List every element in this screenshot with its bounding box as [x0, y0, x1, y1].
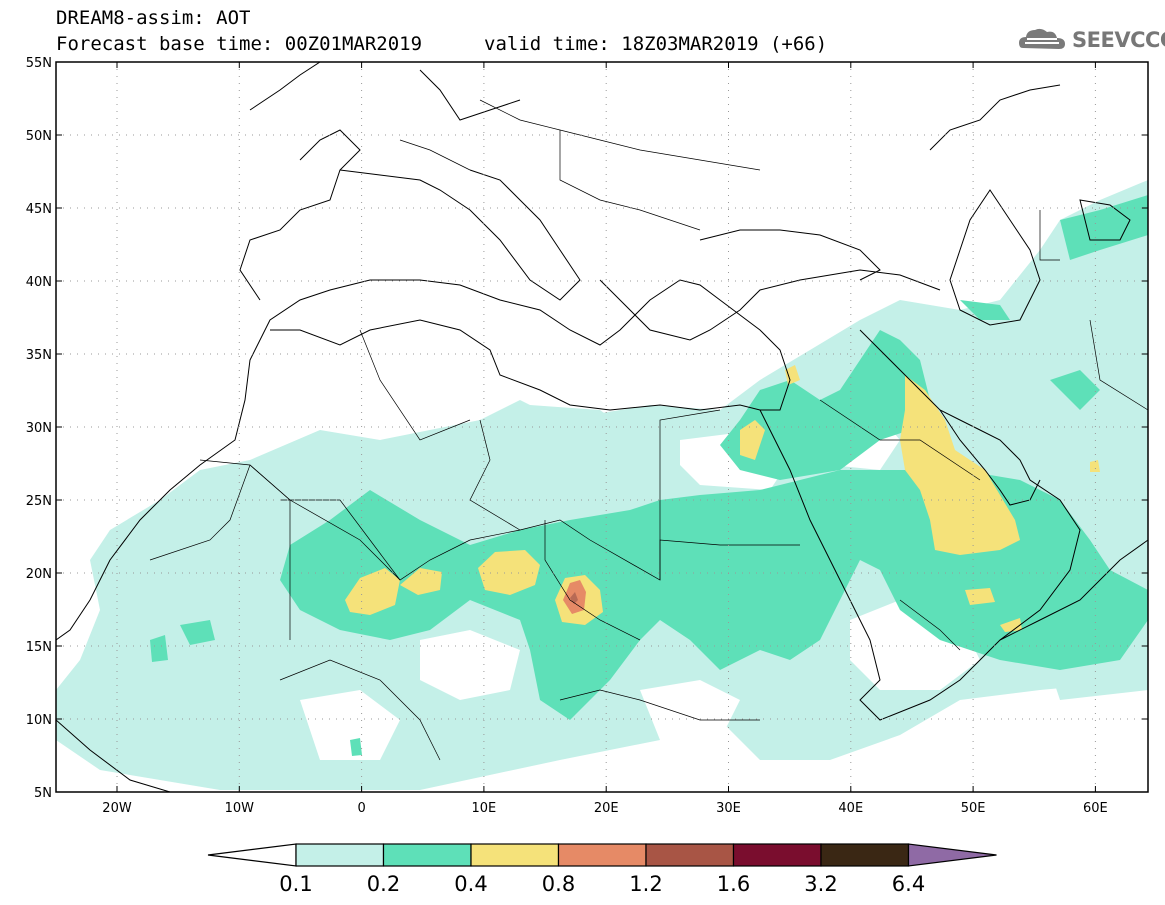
- colorbar-swatch: [645, 843, 735, 867]
- aot-fields: [56, 62, 1148, 792]
- aot-level-0.2: [150, 195, 1148, 756]
- latitude-label: 25N: [26, 494, 52, 509]
- colorbar-swatch: [820, 843, 910, 867]
- latitude-label: 40N: [26, 275, 52, 290]
- longitude-label: 20W: [102, 801, 132, 816]
- latitude-label: 5N: [34, 786, 52, 801]
- latitude-label: 45N: [26, 202, 52, 217]
- colorbar-label: 0.1: [279, 872, 312, 896]
- colorbar-over-arrow: [907, 843, 997, 867]
- longitude-label: 0: [357, 801, 365, 816]
- colorbar-swatch: [732, 843, 822, 867]
- colorbar-label: 1.6: [717, 872, 750, 896]
- colorbar: [207, 843, 997, 867]
- coastlines: [56, 62, 1148, 792]
- longitude-label: 20E: [594, 801, 619, 816]
- longitude-label: 50E: [961, 801, 986, 816]
- colorbar-swatch: [557, 843, 647, 867]
- colorbar-label: 3.2: [804, 872, 837, 896]
- colorbar-under-arrow: [207, 843, 297, 867]
- latitude-label: 10N: [26, 713, 52, 728]
- latitude-label: 55N: [26, 56, 52, 71]
- latitude-labels: 55N 50N 45N 40N 35N 30N 25N 20N 15N 10N 5N: [26, 56, 52, 801]
- graticule: [56, 62, 1148, 792]
- latitude-label: 20N: [26, 567, 52, 582]
- longitude-label: 10E: [472, 801, 497, 816]
- longitude-label: 40E: [838, 801, 863, 816]
- colorbar-label: 1.2: [629, 872, 662, 896]
- colorbar-label: 6.4: [892, 872, 925, 896]
- map-title: DREAM8-assim: AOT: [56, 7, 251, 29]
- colorbar-swatch: [470, 843, 560, 867]
- axis-ticks: [56, 61, 1148, 793]
- colorbar-label: 0.2: [367, 872, 400, 896]
- latitude-label: 15N: [26, 640, 52, 655]
- colorbar-labels: 0.1 0.2 0.4 0.8 1.2 1.6 3.2 6.4: [279, 872, 925, 896]
- colorbar-swatch: [382, 843, 472, 867]
- forecast-base-time: Forecast base time: 00Z01MAR2019: [56, 33, 423, 55]
- latitude-label: 50N: [26, 129, 52, 144]
- colorbar-label: 0.8: [542, 872, 575, 896]
- longitude-labels: 20W 10W 0 10E 20E 30E 40E 50E 60E: [102, 801, 1107, 816]
- valid-time: valid time: 18Z03MAR2019 (+66): [484, 33, 828, 55]
- longitude-label: 60E: [1083, 801, 1108, 816]
- colorbar-label: 0.4: [454, 872, 487, 896]
- longitude-label: 10W: [225, 801, 255, 816]
- colorbar-swatch: [295, 843, 385, 867]
- cloud-logo-icon: [1019, 28, 1065, 49]
- borders: [149, 99, 1148, 761]
- latitude-label: 35N: [26, 348, 52, 363]
- logo-text: SEEVCCC: [1072, 28, 1165, 52]
- longitude-label: 30E: [716, 801, 741, 816]
- latitude-label: 30N: [26, 421, 52, 436]
- aot-level-0.4: [345, 365, 1100, 632]
